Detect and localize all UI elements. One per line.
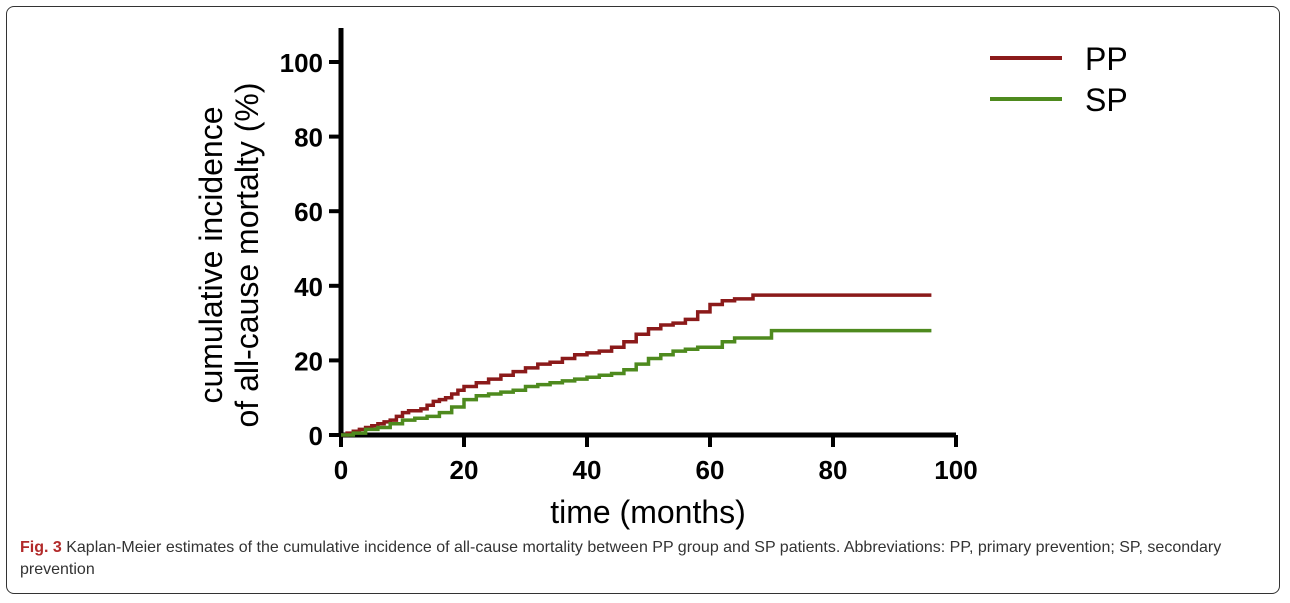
caption-label: Fig. 3 xyxy=(20,539,62,556)
ticks-group: 0 20 40 60 80 100 0 20 40 60 80 100 xyxy=(280,48,978,485)
x-tick-label-60: 60 xyxy=(696,455,725,485)
legend-label-sp: SP xyxy=(1085,82,1128,118)
y-tick-label-80: 80 xyxy=(294,123,323,153)
y-tick-label-20: 20 xyxy=(294,346,323,376)
series-group xyxy=(341,293,932,437)
y-tick-label-60: 60 xyxy=(294,197,323,227)
x-axis-title: time (months) xyxy=(550,494,746,530)
x-tick-label-100: 100 xyxy=(934,455,977,485)
x-tick-label-40: 40 xyxy=(573,455,602,485)
x-tick-label-0: 0 xyxy=(334,455,348,485)
y-tick-label-40: 40 xyxy=(294,272,323,302)
legend-label-pp: PP xyxy=(1085,41,1128,77)
x-tick-label-80: 80 xyxy=(819,455,848,485)
series-line-pp xyxy=(341,293,932,437)
axes-group xyxy=(338,28,956,438)
figure-frame xyxy=(6,6,1280,594)
caption-text: Kaplan-Meier estimates of the cumulative… xyxy=(20,539,1222,578)
y-axis-title-line-1: cumulative incidence xyxy=(193,106,229,403)
x-tick-label-20: 20 xyxy=(450,455,479,485)
y-axis-title-line-2: of all-cause mortalty (%) xyxy=(229,83,265,428)
y-tick-label-100: 100 xyxy=(280,48,323,78)
figure-caption: Fig. 3 Kaplan-Meier estimates of the cum… xyxy=(20,537,1260,581)
legend: PP SP xyxy=(990,41,1128,118)
y-tick-label-0: 0 xyxy=(309,421,323,451)
series-line-sp xyxy=(341,328,932,437)
